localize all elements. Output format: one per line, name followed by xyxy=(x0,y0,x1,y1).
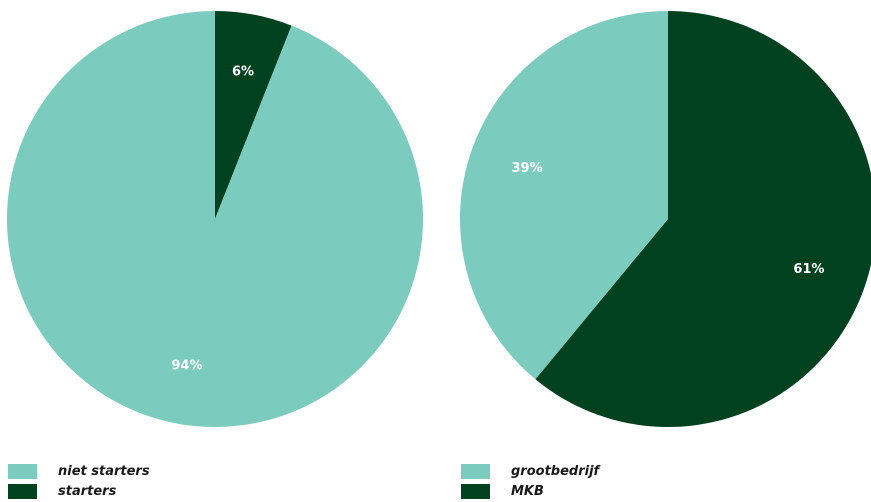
legend-starters: niet starters starters xyxy=(8,462,150,502)
legend-swatch xyxy=(461,483,490,499)
pie-slice-mkb xyxy=(535,11,871,427)
pie-slice-label: 6% xyxy=(232,64,254,79)
legend-swatch xyxy=(8,463,37,479)
legend-item-starters: starters xyxy=(8,482,150,500)
pie-slice-niet-starters xyxy=(7,11,424,428)
pie-slice-label: 39% xyxy=(512,161,543,176)
pie-slice-grootbedrijf xyxy=(460,11,668,380)
legend-swatch xyxy=(461,463,490,479)
legend-company-size: grootbedrijf MKB xyxy=(461,462,599,502)
pie-slice-label: 94% xyxy=(171,359,202,374)
pie-slice-starters xyxy=(215,11,292,219)
legend-item-grootbedrijf: grootbedrijf xyxy=(461,462,599,480)
legend-label: starters xyxy=(58,483,117,499)
legend-item-mkb: MKB xyxy=(461,482,599,500)
legend-label: MKB xyxy=(511,483,544,499)
pie-chart-company-size: 61% 39% xyxy=(460,11,871,427)
pie-slice-label: 61% xyxy=(793,262,824,277)
pie-chart-starters: 6% 94% xyxy=(7,11,424,428)
legend-swatch xyxy=(8,483,37,499)
legend-label: niet starters xyxy=(58,463,150,479)
legend-label: grootbedrijf xyxy=(511,463,600,479)
legend-item-niet-starters: niet starters xyxy=(8,462,150,480)
